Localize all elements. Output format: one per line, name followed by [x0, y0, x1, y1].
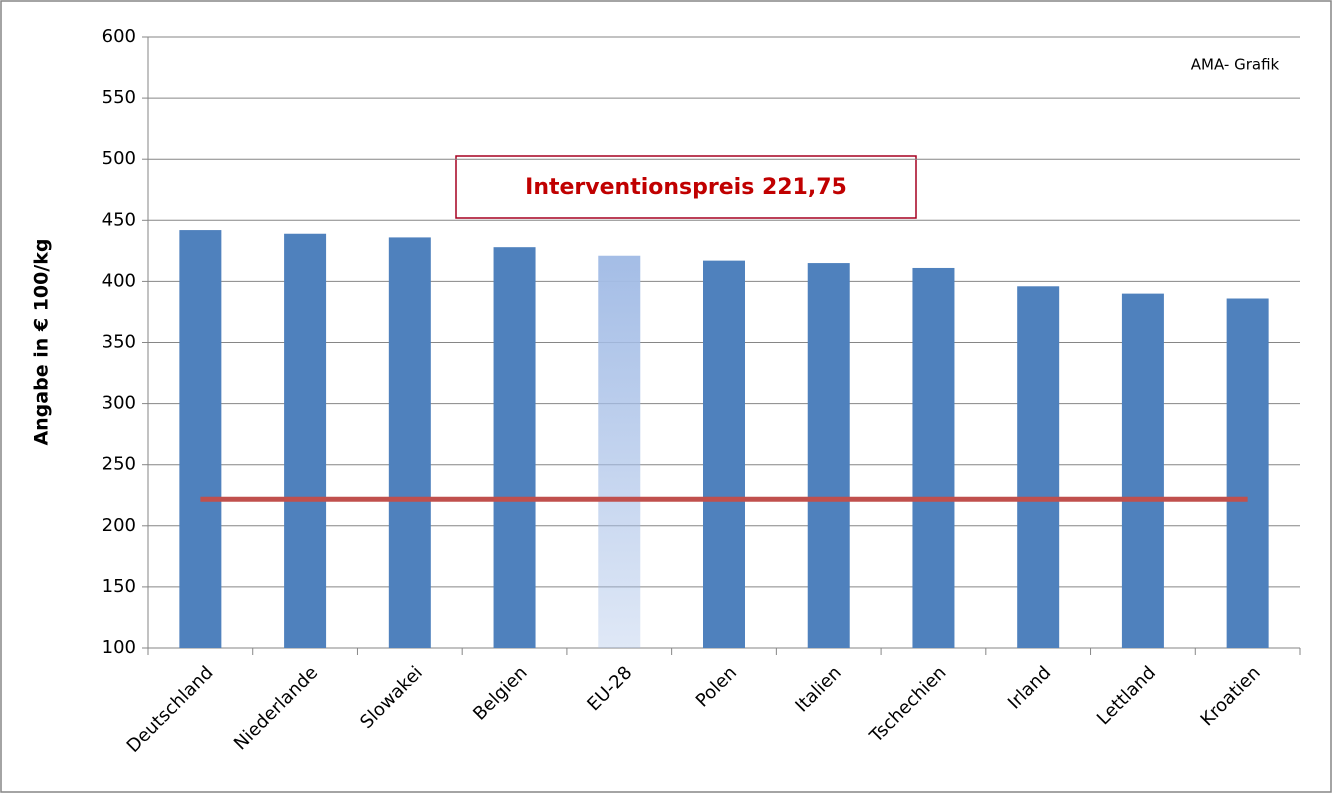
bar	[1121, 293, 1164, 648]
bar	[1226, 298, 1269, 648]
bar	[388, 237, 431, 648]
bar	[179, 230, 222, 649]
y-tick-label: 500	[102, 148, 136, 169]
bar	[1017, 286, 1060, 648]
bar	[284, 233, 327, 648]
annotation: Interventionspreis 221,75	[525, 175, 847, 200]
y-tick-label: 600	[102, 26, 136, 47]
y-axis-label: Angabe in € 100/kg	[31, 238, 53, 445]
y-tick-label: 100	[102, 637, 136, 658]
bar	[703, 260, 745, 648]
annotation-box	[455, 155, 917, 219]
y-tick-label: 350	[102, 332, 136, 353]
y-tick-label: 250	[102, 454, 136, 475]
y-tick-label: 450	[102, 209, 136, 230]
bar	[807, 263, 850, 648]
y-tick-label: 200	[102, 515, 136, 536]
bar	[493, 247, 536, 648]
bar	[598, 255, 641, 648]
y-tick-label: 550	[102, 87, 136, 108]
bar	[912, 267, 955, 648]
source-note: AMA- Grafik	[1191, 56, 1280, 74]
y-tick-label: 400	[102, 270, 136, 291]
y-tick-label: 150	[102, 576, 136, 597]
y-tick-label: 300	[102, 393, 136, 414]
